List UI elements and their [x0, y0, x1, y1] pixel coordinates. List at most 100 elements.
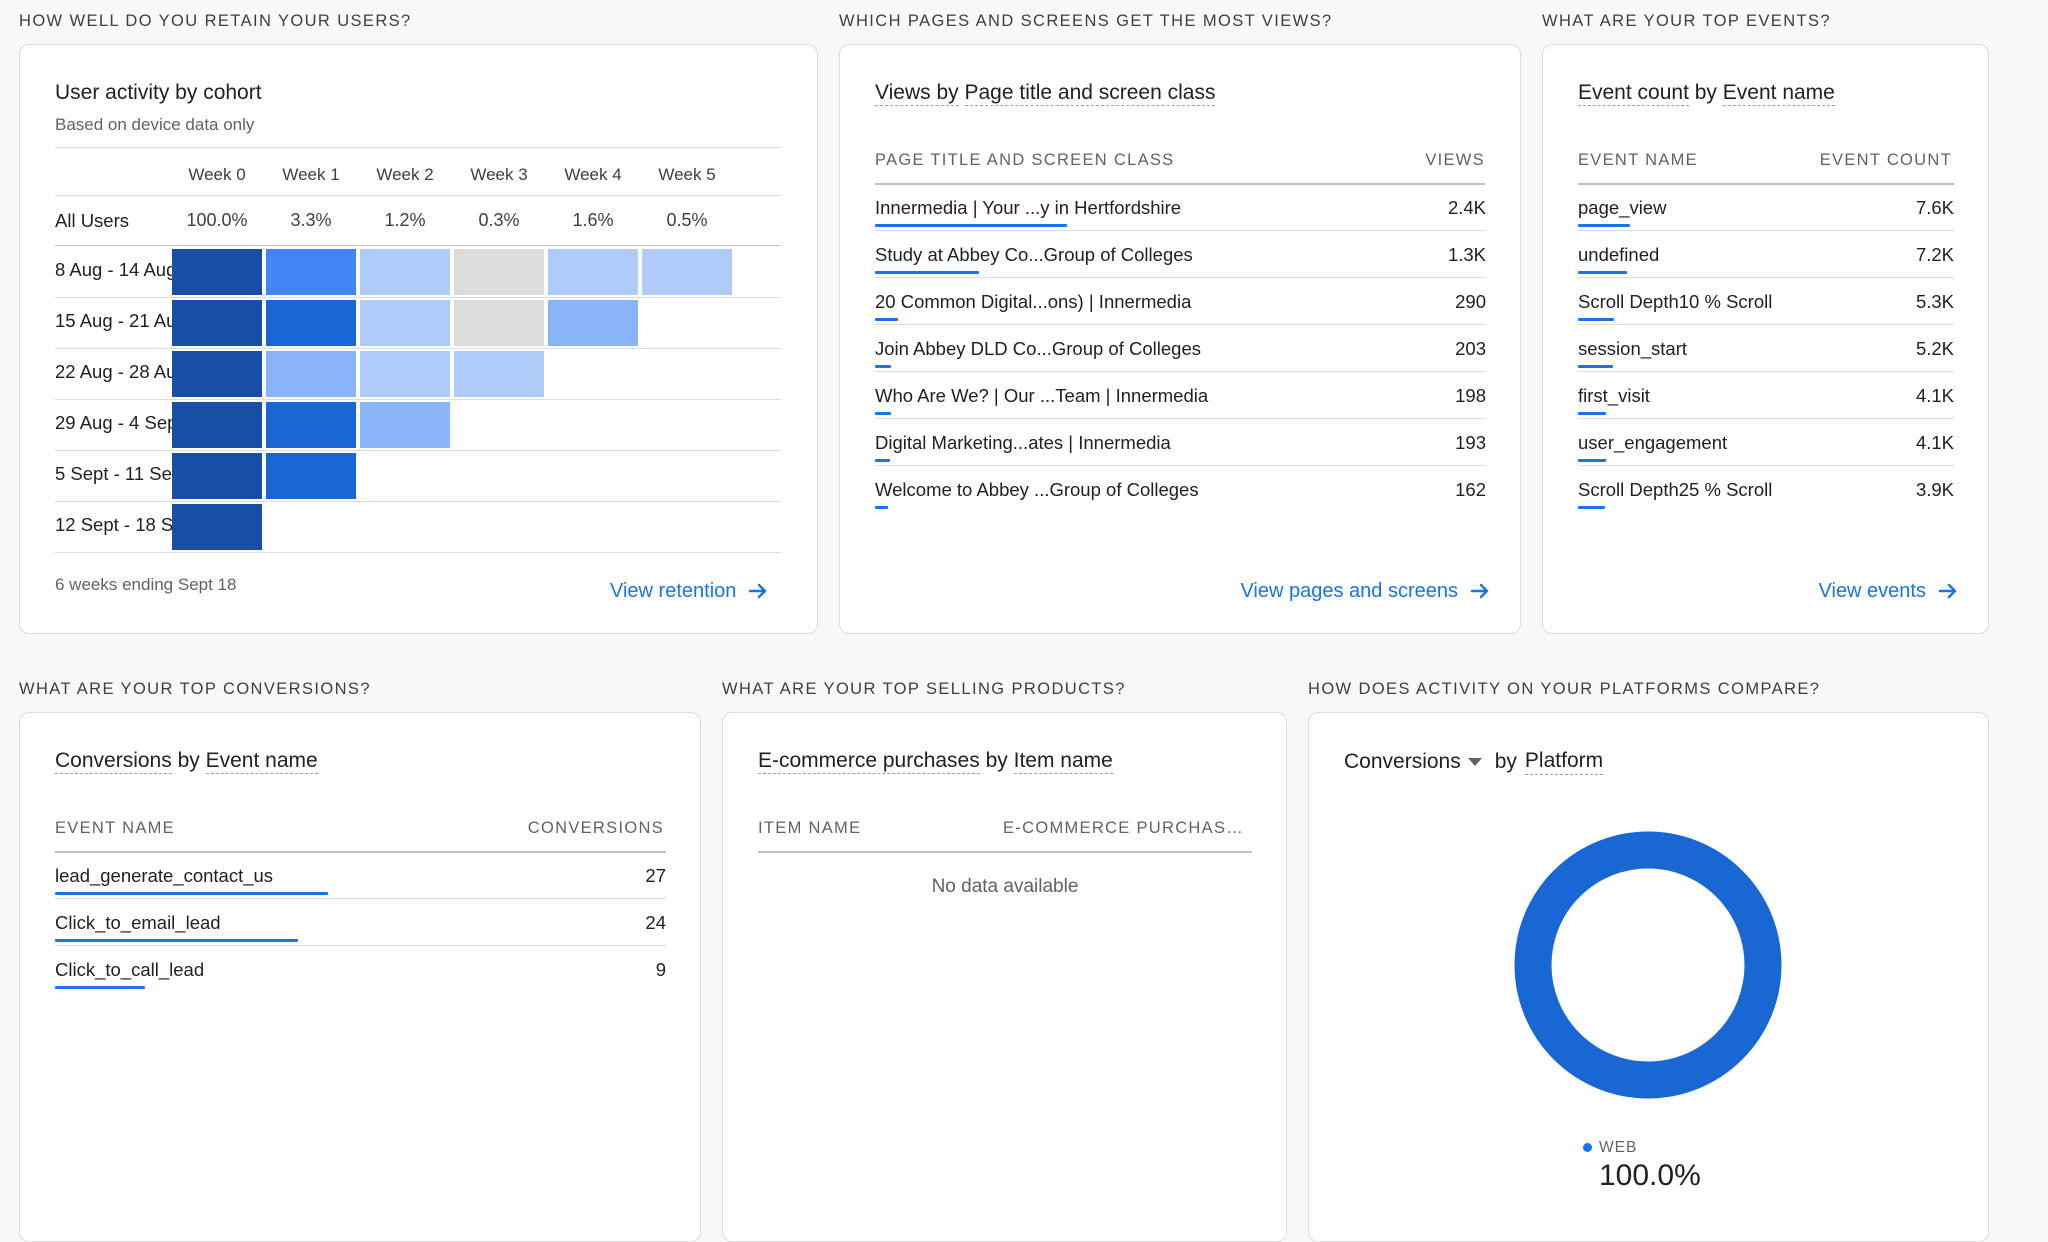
platforms-metric-select[interactable]: Conversions	[1344, 750, 1483, 774]
conversions-col-name: EVENT NAME	[55, 819, 175, 837]
pages-row-value: 193	[1455, 432, 1486, 453]
events-title-dimension[interactable]: Event name	[1722, 81, 1835, 106]
cohort-cell[interactable]	[172, 402, 262, 448]
pages-row-label[interactable]: Study at Abbey Co...Group of Colleges	[875, 244, 1193, 265]
pages-col-views: VIEWS	[1425, 151, 1485, 169]
cohort-cell[interactable]	[642, 249, 732, 295]
pages-row-value: 203	[1455, 338, 1486, 359]
events-row-value: 4.1K	[1915, 432, 1954, 453]
cohort-cell[interactable]	[266, 249, 356, 295]
pages-row[interactable]: Digital Marketing...ates | Innermedia 193	[840, 418, 1520, 466]
conversions-card: Conversions by Event name EVENT NAME CON…	[19, 712, 701, 1242]
conversions-col-count: CONVERSIONS	[527, 819, 664, 837]
platforms-legend-value: 100.0%	[1599, 1159, 1701, 1192]
section-title-pages: WHICH PAGES AND SCREENS GET THE MOST VIE…	[839, 12, 1333, 30]
events-row-label[interactable]: user_engagement	[1578, 432, 1728, 453]
cohort-cell[interactable]	[172, 249, 262, 295]
events-row-label[interactable]: Scroll Depth10 % Scroll	[1578, 291, 1773, 312]
products-card: E-commerce purchases by Item name ITEM N…	[722, 712, 1287, 1242]
cohort-cell[interactable]	[172, 300, 262, 346]
pages-row-label[interactable]: Digital Marketing...ates | Innermedia	[875, 432, 1171, 453]
conversions-row-label[interactable]: lead_generate_contact_us	[55, 865, 274, 886]
events-row-value: 3.9K	[1915, 479, 1954, 500]
cohort-cell[interactable]	[266, 453, 356, 499]
conversions-row-label[interactable]: Click_to_call_lead	[55, 959, 205, 980]
section-title-retention: HOW WELL DO YOU RETAIN YOUR USERS?	[19, 12, 412, 30]
cohort-row-label: 15 Aug - 21 Aug	[55, 310, 187, 331]
cohort-cell[interactable]	[172, 351, 262, 397]
view-pages-link[interactable]: View pages and screens	[1240, 579, 1492, 603]
cohort-cell[interactable]	[360, 300, 450, 346]
pages-row-bar	[875, 224, 1067, 227]
cohort-cell[interactable]	[172, 504, 262, 550]
pages-row-label[interactable]: Welcome to Abbey ...Group of Colleges	[875, 479, 1199, 500]
cohort-cell[interactable]	[360, 351, 450, 397]
events-row-bar	[1578, 271, 1627, 274]
events-row-value: 7.6K	[1915, 197, 1954, 218]
conversions-row-bar	[55, 939, 298, 942]
events-row[interactable]: first_visit 4.1K	[1543, 371, 1988, 419]
cohort-all-users-value: 0.3%	[478, 210, 520, 230]
cohort-cell[interactable]	[266, 351, 356, 397]
conversions-row-label[interactable]: Click_to_email_lead	[55, 912, 221, 933]
pages-row-value: 1.3K	[1447, 244, 1486, 265]
pages-row[interactable]: Who Are We? | Our ...Team | Innermedia 19…	[840, 371, 1520, 419]
pages-row-value: 162	[1455, 479, 1486, 500]
cohort-cell[interactable]	[266, 402, 356, 448]
view-retention-link[interactable]: View retention	[610, 579, 770, 603]
events-row-bar	[1578, 459, 1606, 462]
conversions-row[interactable]: lead_generate_contact_us 27	[20, 851, 700, 899]
pages-row[interactable]: Join Abbey DLD Co...Group of Colleges 203	[840, 324, 1520, 372]
pages-row-label[interactable]: Innermedia | Your ...y in Hertfordshire	[875, 197, 1182, 218]
events-row-bar	[1578, 365, 1613, 368]
events-row-label[interactable]: Scroll Depth25 % Scroll	[1578, 479, 1773, 500]
events-row[interactable]: page_view 7.6K	[1543, 183, 1988, 231]
cohort-cell[interactable]	[548, 300, 638, 346]
pages-row[interactable]: Innermedia | Your ...y in Hertfordshire 2…	[840, 183, 1520, 231]
conversions-row-value: 24	[645, 912, 666, 933]
donut-slice-web[interactable]	[1514, 831, 1782, 1099]
pages-title-dimension[interactable]: Page title and screen class	[964, 81, 1216, 106]
products-title-dimension[interactable]: Item name	[1013, 749, 1113, 774]
pages-row[interactable]: Study at Abbey Co...Group of Colleges 1.3…	[840, 230, 1520, 278]
events-row[interactable]: session_start 5.2K	[1543, 324, 1988, 372]
conversions-row[interactable]: Click_to_call_lead 9	[20, 945, 700, 992]
cohort-cell[interactable]	[454, 351, 544, 397]
cohort-row-label: 29 Aug - 4 Sept	[55, 412, 183, 433]
cohort-cell[interactable]	[454, 300, 544, 346]
products-title-metric[interactable]: E-commerce purchases	[758, 749, 980, 774]
conversions-row[interactable]: Click_to_email_lead 24	[20, 898, 700, 946]
cohort-all-users-label: All Users	[55, 210, 130, 231]
cohort-cell[interactable]	[172, 453, 262, 499]
pages-row-label[interactable]: Join Abbey DLD Co...Group of Colleges	[875, 338, 1201, 359]
events-row[interactable]: undefined 7.2K	[1543, 230, 1988, 278]
events-row-label[interactable]: page_view	[1578, 197, 1667, 218]
events-row-label[interactable]: first_visit	[1578, 385, 1650, 406]
conversions-title-metric[interactable]: Conversions	[55, 749, 172, 774]
events-col-name: EVENT NAME	[1578, 151, 1698, 169]
events-title-metric[interactable]: Event count	[1578, 81, 1689, 106]
conversions-title-dimension[interactable]: Event name	[205, 749, 318, 774]
cohort-cell[interactable]	[360, 249, 450, 295]
cohort-cell[interactable]	[360, 402, 450, 448]
pages-row[interactable]: Welcome to Abbey ...Group of Colleges 162	[840, 465, 1520, 512]
cohort-cell[interactable]	[454, 249, 544, 295]
cohort-row-label: 12 Sept - 18 Sept	[55, 514, 199, 535]
cohort-cell[interactable]	[548, 249, 638, 295]
pages-row-label[interactable]: Who Are We? | Our ...Team | Innermedia	[875, 385, 1209, 406]
pages-row[interactable]: 20 Common Digital...ons) | Innermedia 290	[840, 277, 1520, 325]
pages-row-label[interactable]: 20 Common Digital...ons) | Innermedia	[875, 291, 1192, 312]
platforms-title-dimension[interactable]: Platform	[1524, 749, 1604, 775]
events-row[interactable]: Scroll Depth10 % Scroll 5.3K	[1543, 277, 1988, 325]
view-events-link[interactable]: View events	[1819, 579, 1960, 603]
events-row-label[interactable]: session_start	[1578, 338, 1687, 359]
pages-row-bar	[875, 271, 979, 274]
events-row-bar	[1578, 224, 1630, 227]
products-empty-message: No data available	[931, 876, 1079, 897]
events-row[interactable]: user_engagement 4.1K	[1543, 418, 1988, 466]
cohort-cell[interactable]	[266, 300, 356, 346]
events-row-label[interactable]: undefined	[1578, 244, 1660, 265]
cohort-card: User activity by cohort Based on device …	[19, 44, 818, 634]
events-row[interactable]: Scroll Depth25 % Scroll 3.9K	[1543, 465, 1988, 512]
conversions-title-by: by	[177, 749, 200, 772]
